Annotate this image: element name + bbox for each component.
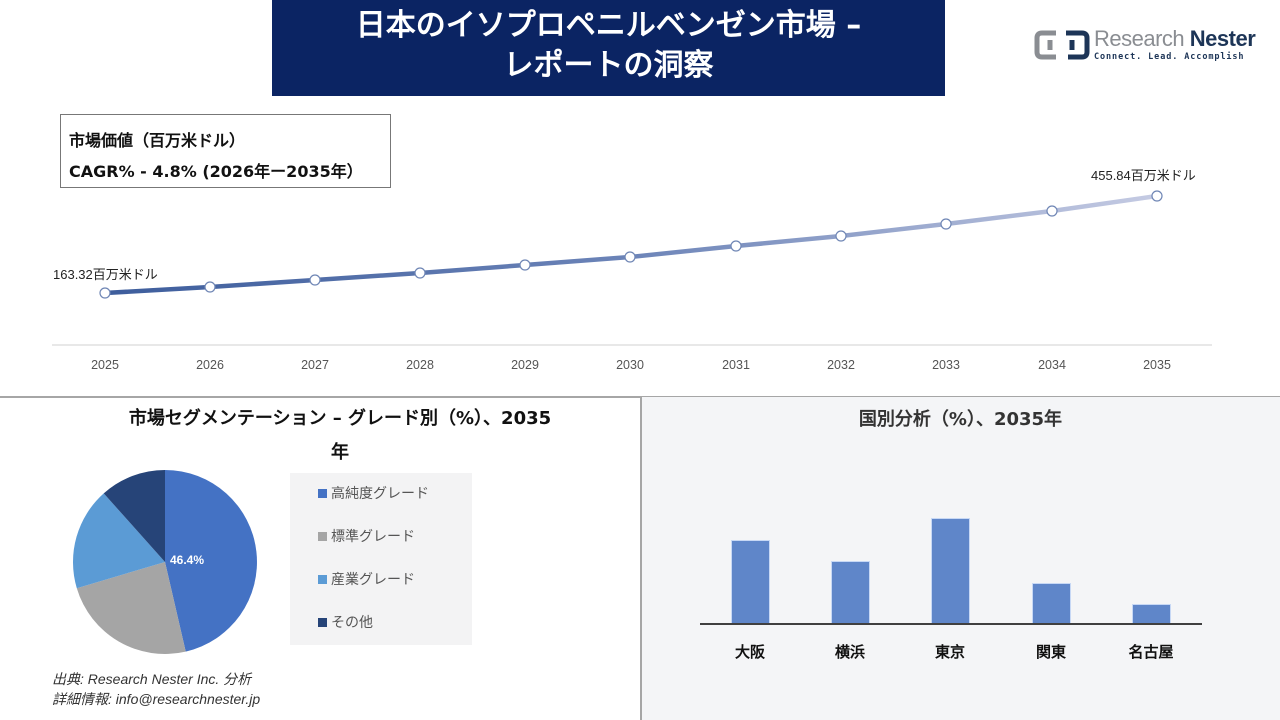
bar-label: 関東 — [1035, 643, 1066, 661]
bar-osaka — [731, 540, 770, 624]
bar-chart-baseline — [700, 623, 1202, 625]
pie-slice-high-purity — [165, 470, 257, 652]
year-label: 2030 — [616, 358, 644, 372]
horizontal-divider — [0, 396, 1280, 398]
bar-nagoya — [1132, 604, 1171, 624]
pie-legend: 高純度グレード 標準グレード 産業グレード その他 — [290, 473, 472, 645]
legend-item: その他 — [318, 612, 472, 655]
legend-swatch-icon — [318, 532, 327, 541]
start-value-label: 163.32百万米ドル — [53, 267, 158, 282]
pie-data-label: 46.4% — [170, 553, 205, 567]
year-label: 2025 — [91, 358, 119, 372]
title-line-2: レポートの洞察 — [503, 48, 714, 83]
data-point-markers — [99, 190, 1163, 299]
year-label: 2035 — [1143, 358, 1171, 372]
legend-item: 高純度グレード — [318, 483, 472, 526]
line-chart-plot — [52, 190, 1212, 346]
legend-swatch-icon — [318, 618, 327, 627]
pie-slice-industrial — [72, 493, 165, 589]
year-label: 2029 — [511, 358, 539, 372]
logo-tagline: Connect. Lead. Accomplish — [1094, 52, 1245, 62]
year-label: 2027 — [301, 358, 329, 372]
year-label: 2033 — [932, 358, 960, 372]
bar-kanto — [1032, 583, 1071, 624]
market-info-box: 市場価値（百万米ドル） CAGR% - 4.8% (2026年ー2035年） — [60, 114, 391, 188]
title-line-1: 日本のイソプロペニルベンゼン市場 – — [355, 8, 862, 43]
legend-swatch-icon — [318, 489, 327, 498]
research-nester-logo: Research Nester Connect. Lead. Accomplis… — [1034, 26, 1256, 66]
year-label: 2032 — [827, 358, 855, 372]
segmentation-title: 市場セグメンテーション – グレード別（%）、2035 年 — [128, 408, 552, 463]
market-value-label: 市場価値（百万米ドル） — [69, 131, 246, 150]
pie-slice-other — [103, 470, 165, 562]
market-value-line-chart: 163.32百万米ドル 455.84百万米ドル 2025 2026 2027 2… — [0, 100, 1280, 395]
region-chart-title: 国別分析（%）、2035年 — [858, 409, 1063, 430]
legend-item: 産業グレード — [318, 569, 472, 612]
bar-label: 横浜 — [834, 643, 865, 661]
end-value-label: 455.84百万米ドル — [1091, 168, 1196, 183]
cagr-label: CAGR% - 4.8% (2026年ー2035年） — [69, 162, 363, 181]
bar-label: 東京 — [934, 643, 965, 661]
page-title: 日本のイソプロペニルベンゼン市場 – レポートの洞察 — [272, 0, 945, 96]
bar-tokyo — [931, 518, 970, 624]
legend-item: 標準グレード — [318, 526, 472, 569]
grade-pie-chart — [72, 470, 257, 654]
pie-slice-standard — [76, 562, 186, 654]
vertical-divider — [640, 397, 642, 720]
year-label: 2031 — [722, 358, 750, 372]
year-label: 2026 — [196, 358, 224, 372]
year-label: 2028 — [406, 358, 434, 372]
logo-mark-icon — [1034, 30, 1090, 60]
bar-label: 名古屋 — [1128, 643, 1174, 661]
source-note: 出典: Research Nester Inc. 分析 詳細情報: info@r… — [52, 671, 261, 707]
year-label: 2034 — [1038, 358, 1066, 372]
bar-yokohama — [831, 561, 870, 624]
legend-swatch-icon — [318, 575, 327, 584]
bar-label: 大阪 — [734, 643, 765, 661]
logo-name: Research Nester — [1094, 26, 1256, 51]
